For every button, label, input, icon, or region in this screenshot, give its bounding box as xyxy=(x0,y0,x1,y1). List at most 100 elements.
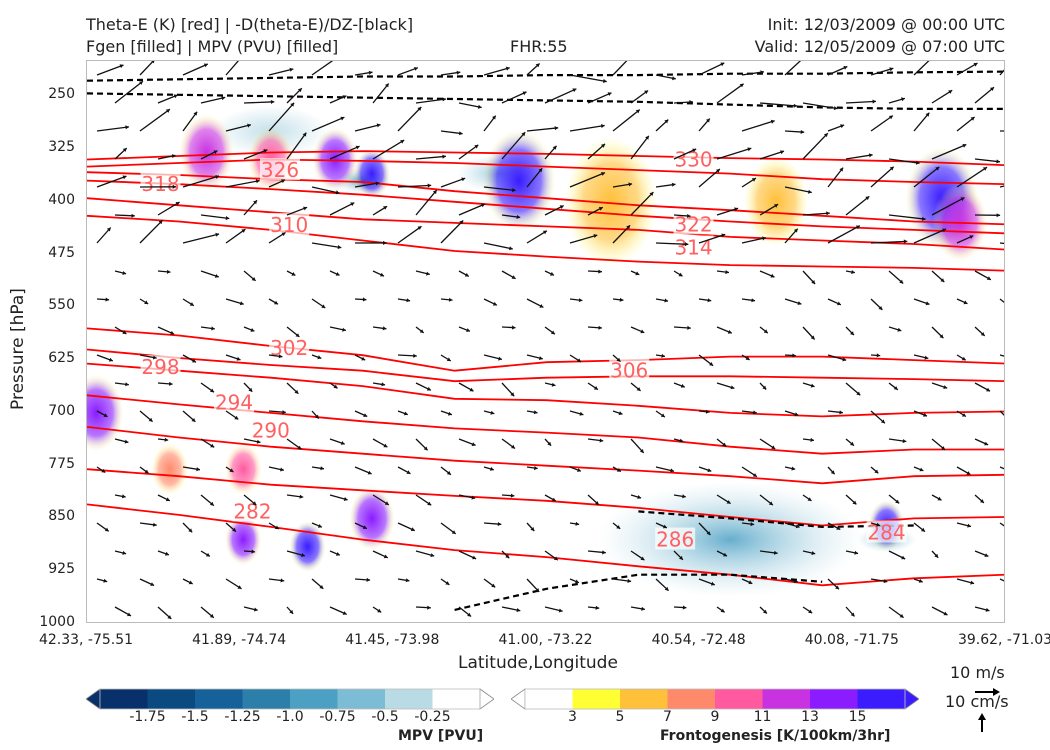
wind-vector-head xyxy=(678,272,683,277)
wind-vector-head xyxy=(996,213,1001,218)
wind-vector-head xyxy=(295,333,300,337)
contour-label-bg xyxy=(269,336,310,359)
wind-vector-head xyxy=(808,609,813,614)
wind-vector-head xyxy=(963,300,968,305)
wind-vector-head xyxy=(406,298,411,303)
wind-vector xyxy=(415,189,438,216)
wind-vector xyxy=(956,166,988,188)
wind-vector xyxy=(698,62,725,76)
colorbar-tick-label: -1.75 xyxy=(129,709,166,725)
wind-vector-head xyxy=(490,466,494,471)
wind-vector-head xyxy=(125,125,129,130)
wind-vector-head xyxy=(595,605,600,610)
wind-vector-head xyxy=(919,467,924,472)
wind-vector-head xyxy=(542,230,547,235)
x-tick-label: 40.54, -72.48 xyxy=(651,632,746,648)
wind-vector-head xyxy=(165,497,170,502)
wind-vector-head xyxy=(672,76,676,81)
wind-vector xyxy=(544,205,564,216)
frontogenesis-region xyxy=(744,156,809,247)
wind-vector xyxy=(913,61,930,76)
colorbar-segment xyxy=(620,689,668,709)
wind-vector xyxy=(268,102,295,132)
wind-vector-head xyxy=(671,182,676,187)
colorbar-outline xyxy=(99,688,481,710)
wind-vector-head xyxy=(121,494,126,499)
chart-title-line-2: Fgen [filled] | MPV (PVU) [filled] xyxy=(86,37,339,56)
wind-vector xyxy=(415,155,446,160)
wind-vector-head xyxy=(321,304,326,308)
x-tick-label: 40.08, -71.75 xyxy=(804,632,899,648)
wind-vector-head xyxy=(459,131,463,136)
wind-vector-head xyxy=(780,150,784,155)
wind-vector-head xyxy=(641,606,645,611)
wind-vector-head xyxy=(535,63,540,68)
wind-vector xyxy=(243,149,268,160)
wind-vector-head xyxy=(215,175,220,179)
wind-vector-head xyxy=(689,100,693,105)
wind-vector-head xyxy=(215,232,220,237)
wind-vector-head xyxy=(980,332,985,336)
wind-vector-head xyxy=(522,91,527,96)
frontogenesis-region xyxy=(482,129,556,233)
contour-label-bg xyxy=(655,527,696,550)
wind-vector xyxy=(999,298,1004,304)
wind-vector-head xyxy=(603,78,607,83)
wind-vector-head xyxy=(750,522,755,527)
wind-vector-head xyxy=(722,442,727,447)
wind-vector xyxy=(741,237,767,244)
wind-vector-head xyxy=(426,271,430,276)
wind-vector xyxy=(182,111,198,132)
wind-vector xyxy=(587,143,606,160)
wind-vector-head xyxy=(664,298,669,303)
wind-vector-head xyxy=(534,466,538,471)
wind-vector-head xyxy=(510,493,515,498)
wind-vector-head xyxy=(210,388,214,393)
wind-vector-head xyxy=(169,381,173,386)
wind-vector-head xyxy=(716,169,720,173)
wind-vector xyxy=(716,207,739,216)
wind-vector-head xyxy=(340,441,345,445)
frontogenesis-region xyxy=(87,374,124,452)
wind-vector-head xyxy=(855,225,860,230)
wind-vector-head xyxy=(280,467,284,472)
wind-vector-head xyxy=(430,553,435,558)
wind-vector-head xyxy=(417,107,422,111)
wind-vector-head xyxy=(593,234,598,238)
wind-vector-head xyxy=(270,99,275,104)
wind-vector-head xyxy=(925,301,930,306)
wind-vector-head xyxy=(934,553,939,558)
wind-vector-head xyxy=(214,274,219,278)
contour-label-bg xyxy=(269,212,310,235)
wind-vector-head xyxy=(256,439,261,444)
wind-vector-head xyxy=(209,613,214,618)
wind-vector-head xyxy=(461,177,466,182)
wind-vector-head xyxy=(211,326,215,331)
wind-vector xyxy=(759,102,798,107)
wind-vector xyxy=(286,87,303,104)
wind-vector xyxy=(139,108,171,132)
wind-vector-head xyxy=(577,358,581,362)
y-tick-label: 325 xyxy=(48,138,75,155)
wind-vector-head xyxy=(935,166,940,171)
wind-vector-head xyxy=(830,470,835,475)
wind-vector-head xyxy=(469,387,474,392)
wind-vector-head xyxy=(707,468,712,473)
wind-vector-head xyxy=(687,213,691,218)
wind-vector-head xyxy=(492,301,497,306)
colorbar-segment xyxy=(525,689,573,709)
wind-vector-head xyxy=(983,167,987,171)
mpv-colorbar xyxy=(86,688,494,710)
wind-vector-head xyxy=(108,357,113,362)
theta-e-contour-306 xyxy=(87,327,1004,372)
wind-vector-head xyxy=(464,272,469,277)
fgen-colorbar xyxy=(511,688,919,710)
wind-vector-head xyxy=(385,83,389,88)
colorbar-tick-label: -1.25 xyxy=(224,709,261,725)
wind-vector xyxy=(845,100,877,104)
wind-vector-head xyxy=(317,524,322,528)
colorbar-tick-label: 9 xyxy=(710,709,720,725)
wind-vector-head xyxy=(512,188,516,193)
wind-vector xyxy=(716,83,744,104)
wind-vector-head xyxy=(447,411,452,416)
